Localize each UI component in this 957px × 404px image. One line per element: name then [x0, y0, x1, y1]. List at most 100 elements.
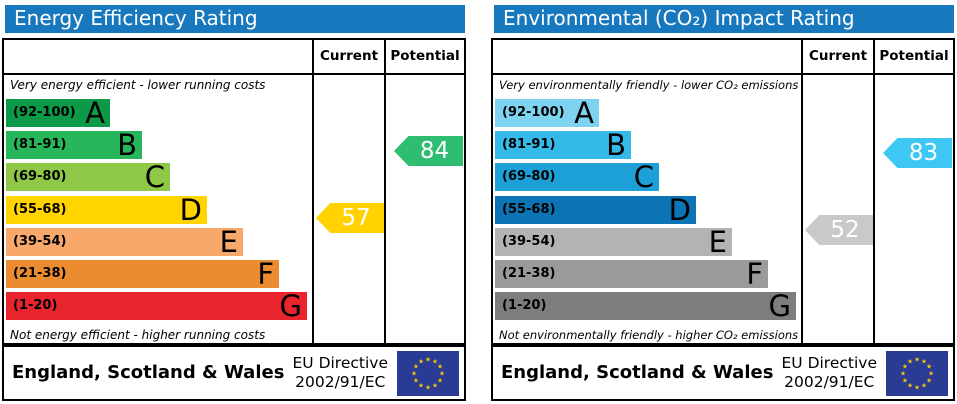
potential-rating-value: 84	[419, 138, 450, 164]
svg-text:★: ★	[926, 377, 932, 385]
svg-text:★: ★	[439, 370, 445, 378]
panel-title: Environmental (CO₂) Impact Rating	[494, 5, 954, 33]
current-rating-arrow: 57	[316, 203, 384, 233]
band-d: (55-68) D	[495, 193, 696, 227]
svg-text:★: ★	[914, 356, 920, 364]
band-letter: D	[179, 193, 202, 227]
energy-efficiency-panel: Energy Efficiency Rating Current Potenti…	[2, 5, 466, 401]
current-rating-value: 57	[341, 205, 371, 231]
band-letter: B	[117, 128, 137, 162]
potential-rating-arrow: 83	[883, 138, 952, 168]
rating-table: Current Potential Very environmentally f…	[491, 38, 955, 345]
svg-text:★: ★	[437, 363, 443, 371]
band-g: (1-20) G	[495, 289, 796, 323]
band-range: (92-100)	[502, 105, 565, 120]
band-d: (55-68) D	[6, 193, 207, 227]
svg-text:★: ★	[921, 382, 927, 390]
potential-column-divider	[384, 40, 386, 343]
band-range: (21-38)	[13, 266, 67, 281]
band-letter: C	[633, 160, 654, 194]
svg-text:★: ★	[900, 370, 906, 378]
eu-flag-icon: ★ ★ ★★ ★★ ★★ ★★ ★★	[397, 351, 459, 396]
svg-text:★: ★	[902, 377, 908, 385]
band-range: (39-54)	[502, 234, 556, 249]
band-range: (55-68)	[502, 202, 556, 217]
band-e: (39-54) E	[6, 225, 243, 259]
current-rating-arrow: 52	[805, 215, 873, 245]
band-range: (92-100)	[13, 105, 76, 120]
svg-text:★: ★	[425, 384, 431, 392]
eu-directive-label: EU Directive 2002/91/EC	[781, 354, 878, 391]
rating-table: Current Potential Very energy efficient …	[2, 38, 466, 345]
potential-column-header: Potential	[879, 48, 949, 64]
band-range: (1-20)	[502, 298, 547, 313]
environmental-impact-panel: Environmental (CO₂) Impact Rating Curren…	[491, 5, 955, 401]
eu-flag-icon: ★ ★ ★★ ★★ ★★ ★★ ★★	[886, 351, 948, 396]
band-letter: G	[279, 289, 302, 323]
potential-column-divider	[873, 40, 875, 343]
svg-text:★: ★	[413, 377, 419, 385]
band-range: (39-54)	[13, 234, 67, 249]
potential-rating-value: 83	[908, 140, 939, 166]
svg-text:★: ★	[907, 357, 913, 365]
svg-text:★: ★	[907, 382, 913, 390]
eu-directive-label: EU Directive 2002/91/EC	[292, 354, 389, 391]
band-letter: E	[219, 225, 238, 259]
band-c: (69-80) C	[6, 160, 170, 194]
svg-text:★: ★	[921, 357, 927, 365]
band-letter: G	[768, 289, 791, 323]
current-column-header: Current	[808, 48, 868, 64]
band-letter: F	[746, 257, 763, 291]
band-letter: E	[708, 225, 727, 259]
band-range: (69-80)	[13, 169, 67, 184]
svg-text:★: ★	[926, 363, 932, 371]
svg-text:★: ★	[413, 363, 419, 371]
table-header-row: Current Potential	[4, 40, 464, 75]
band-range: (81-91)	[13, 137, 67, 152]
band-range: (81-91)	[502, 137, 556, 152]
panel-title: Energy Efficiency Rating	[5, 5, 465, 33]
band-letter: B	[606, 128, 626, 162]
current-column-header: Current	[319, 48, 379, 64]
svg-text:★: ★	[418, 382, 424, 390]
band-range: (55-68)	[13, 202, 67, 217]
svg-text:★: ★	[928, 370, 934, 378]
band-a: (92-100) A	[6, 96, 110, 130]
panel-footer: England, Scotland & Wales EU Directive 2…	[491, 345, 955, 401]
svg-text:★: ★	[432, 382, 438, 390]
band-a: (92-100) A	[495, 99, 599, 128]
band-letter: D	[668, 193, 691, 227]
band-letter: A	[85, 96, 105, 130]
svg-text:★: ★	[914, 384, 920, 392]
region-label: England, Scotland & Wales	[12, 362, 285, 383]
potential-column-header: Potential	[390, 48, 460, 64]
band-e: (39-54) E	[495, 225, 732, 259]
svg-text:★: ★	[432, 357, 438, 365]
band-b: (81-91) B	[6, 128, 142, 162]
current-column-divider	[801, 40, 803, 343]
svg-text:★: ★	[437, 377, 443, 385]
potential-rating-arrow: 84	[394, 136, 463, 166]
table-header-row: Current Potential	[493, 40, 953, 75]
current-column-divider	[312, 40, 314, 343]
svg-text:★: ★	[418, 357, 424, 365]
top-scale-note: Very environmentally friendly - lower CO…	[499, 78, 799, 92]
band-range: (21-38)	[502, 266, 556, 281]
region-label: England, Scotland & Wales	[501, 362, 774, 383]
band-range: (1-20)	[13, 298, 58, 313]
svg-text:★: ★	[425, 356, 431, 364]
band-range: (69-80)	[502, 169, 556, 184]
band-letter: C	[144, 160, 165, 194]
band-f: (21-38) F	[6, 257, 279, 291]
bottom-scale-note: Not environmentally friendly - higher CO…	[499, 328, 799, 342]
bottom-scale-note: Not energy efficient - higher running co…	[10, 328, 266, 342]
band-f: (21-38) F	[495, 257, 768, 291]
svg-text:★: ★	[411, 370, 417, 378]
band-g: (1-20) G	[6, 289, 307, 323]
band-b: (81-91) B	[495, 128, 631, 162]
svg-text:★: ★	[902, 363, 908, 371]
band-letter: F	[257, 257, 274, 291]
current-rating-value: 52	[830, 217, 860, 243]
band-c: (69-80) C	[495, 160, 659, 194]
